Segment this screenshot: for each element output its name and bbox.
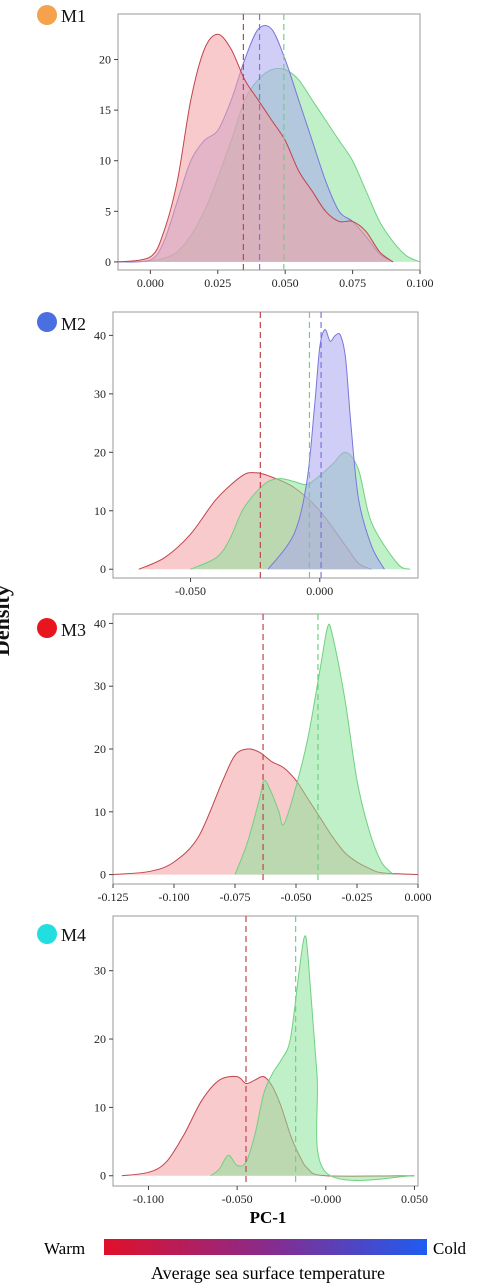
y-tick-label: 0 <box>100 868 106 882</box>
y-tick-label: 5 <box>105 204 111 218</box>
panel-m4: -0.100 -0.050 -0.000 0.050 0 10 20 30 M4 <box>37 915 428 1206</box>
y-tick-label: 30 <box>94 964 106 978</box>
x-tick-label: -0.050 <box>175 584 206 598</box>
y-tick-label: 10 <box>94 1100 106 1114</box>
x-tick-label: 0.100 <box>407 276 434 290</box>
x-tick-label: 0.025 <box>204 276 231 290</box>
x-tick-label: -0.100 <box>133 1192 164 1206</box>
x-tick-label: -0.075 <box>220 890 251 904</box>
colorbar-warm-label: Warm <box>44 1239 85 1258</box>
panel-marker-m2 <box>37 312 57 332</box>
panel-m3: -0.125 -0.100 -0.075 -0.050 -0.025 0.000 0 10 20… <box>37 613 432 904</box>
panel-marker-m1 <box>37 5 57 25</box>
panel-label-m1: M1 <box>61 6 86 26</box>
y-axis-title: Density <box>0 585 14 656</box>
y-tick-label: 30 <box>94 387 106 401</box>
x-tick-label: 0.050 <box>401 1192 428 1206</box>
y-tick-label: 0 <box>100 1169 106 1183</box>
y-tick-label: 10 <box>99 154 111 168</box>
panel-m1: 0.000 0.025 0.050 0.075 0.100 0 5 10 15 20 M1 <box>37 5 434 290</box>
density-area-green <box>235 624 394 875</box>
y-tick-label: 10 <box>94 805 106 819</box>
y-tick-label: 15 <box>99 103 111 117</box>
panel-marker-m4 <box>37 924 57 944</box>
panel-m2: -0.050 0.000 0 10 20 30 40 M2 <box>37 311 419 598</box>
y-tick-label: 40 <box>94 616 106 630</box>
y-tick-label: 20 <box>94 742 106 756</box>
density-area-green <box>210 935 415 1181</box>
colorbar <box>104 1239 427 1255</box>
panel-label-m3: M3 <box>61 620 86 640</box>
x-tick-label: 0.075 <box>339 276 366 290</box>
x-tick-label: -0.000 <box>310 1192 341 1206</box>
colorbar-cold-label: Cold <box>433 1239 467 1258</box>
y-tick-label: 30 <box>94 679 106 693</box>
colorbar-title: Average sea surface temperature <box>151 1263 385 1283</box>
x-tick-label: 0.050 <box>272 276 299 290</box>
density-line-green <box>234 623 394 875</box>
x-tick-label: 0.000 <box>137 276 164 290</box>
y-tick-label: 40 <box>94 328 106 342</box>
density-area-blue <box>268 329 385 570</box>
x-tick-label: -0.100 <box>159 890 190 904</box>
panel-marker-m3 <box>37 618 57 638</box>
y-tick-label: 20 <box>99 53 111 67</box>
y-tick-label: 20 <box>94 445 106 459</box>
x-tick-label: 0.000 <box>405 890 432 904</box>
x-tick-label: -0.050 <box>222 1192 253 1206</box>
y-tick-label: 0 <box>105 255 111 269</box>
y-tick-label: 0 <box>100 562 106 576</box>
y-tick-label: 10 <box>94 504 106 518</box>
x-tick-label: 0.000 <box>306 584 333 598</box>
panel-label-m4: M4 <box>61 925 86 945</box>
density-line-green <box>190 451 411 570</box>
density-line-green <box>210 935 415 1181</box>
x-tick-label: -0.125 <box>98 890 129 904</box>
x-tick-label: -0.050 <box>281 890 312 904</box>
x-tick-label: -0.025 <box>342 890 373 904</box>
density-line-red <box>118 33 394 263</box>
y-tick-label: 20 <box>94 1032 106 1046</box>
density-line-blue <box>267 329 385 570</box>
panel-label-m2: M2 <box>61 314 86 334</box>
density-area-red <box>118 34 394 262</box>
x-axis-title: PC-1 <box>250 1208 287 1227</box>
